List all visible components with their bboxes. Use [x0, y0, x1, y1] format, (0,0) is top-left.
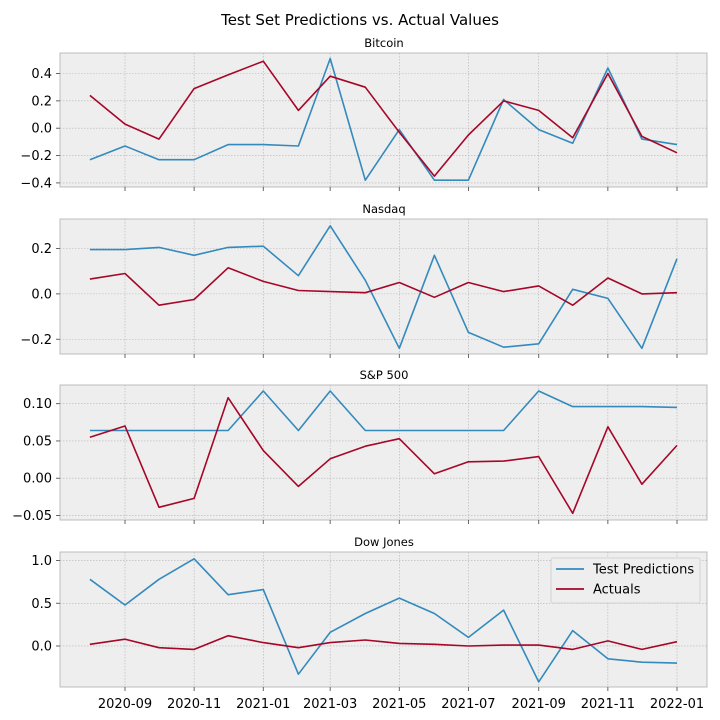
y-tick-label: 0.5 — [31, 597, 52, 612]
x-tick-label: 2021-09 — [512, 697, 566, 712]
legend: Test Predictions Actuals — [550, 557, 701, 604]
y-tick-label: 0.0 — [31, 122, 52, 137]
series-line-test-predictions — [89, 225, 678, 350]
plot-background — [59, 384, 708, 521]
panel-nasdaq: −0.2 0.0 0.2 Nasdaq — [20, 202, 708, 358]
y-tick-label: 0.10 — [23, 397, 52, 412]
series-line-test-predictions — [89, 557, 678, 683]
panel-title: S&P 500 — [360, 368, 409, 382]
x-tick-label: 2020-09 — [98, 697, 152, 712]
x-tick-label: 2022-01 — [650, 697, 704, 712]
series-line-test-predictions — [89, 390, 678, 432]
y-tick-label: 0.2 — [31, 94, 52, 109]
x-tick-label: 2020-11 — [167, 697, 221, 712]
legend-label: Test Predictions — [592, 563, 694, 578]
y-tick-label: 0.2 — [31, 242, 52, 257]
y-tick-label: −0.4 — [20, 176, 52, 191]
x-tick-label: 2021-07 — [441, 697, 495, 712]
panel-title: Bitcoin — [364, 36, 403, 50]
panel-dow-jones: 0.0 0.5 1.0 Dow Jones Test Predictions Actual… — [31, 535, 708, 712]
legend-label: Actuals — [593, 583, 641, 598]
series-line-actuals — [89, 60, 678, 177]
y-tick-label: 1.0 — [31, 554, 52, 569]
series-line-actuals — [89, 396, 678, 515]
legend-box — [550, 557, 701, 604]
y-tick-label: 0.0 — [31, 639, 52, 654]
y-tick-label: 0.05 — [23, 434, 52, 449]
y-tick-label: −0.2 — [20, 333, 52, 348]
x-tick-label: 2021-01 — [236, 697, 290, 712]
x-tick-label: 2021-03 — [303, 697, 357, 712]
x-tick-label: 2021-11 — [581, 697, 635, 712]
series-line-actuals — [89, 266, 678, 307]
series-line-test-predictions — [89, 57, 678, 181]
panel-bitcoin: −0.4 −0.2 0.0 0.2 0.4 Bitcoin — [20, 36, 708, 191]
panel-s-p-500: −0.05 0.00 0.05 0.10 S&P 500 — [12, 368, 708, 524]
x-tick-label: 2021-05 — [372, 697, 426, 712]
figure-title: Test Set Predictions vs. Actual Values — [221, 11, 499, 29]
y-tick-label: −0.05 — [12, 509, 52, 524]
panel-title: Nasdaq — [362, 202, 405, 216]
plot-background — [59, 52, 708, 188]
y-tick-label: 0.4 — [31, 67, 52, 82]
y-tick-label: 0.0 — [31, 287, 52, 302]
series-line-actuals — [89, 634, 678, 651]
panel-title: Dow Jones — [354, 535, 414, 549]
y-tick-label: 0.00 — [23, 472, 52, 487]
y-tick-label: −0.2 — [20, 149, 52, 164]
